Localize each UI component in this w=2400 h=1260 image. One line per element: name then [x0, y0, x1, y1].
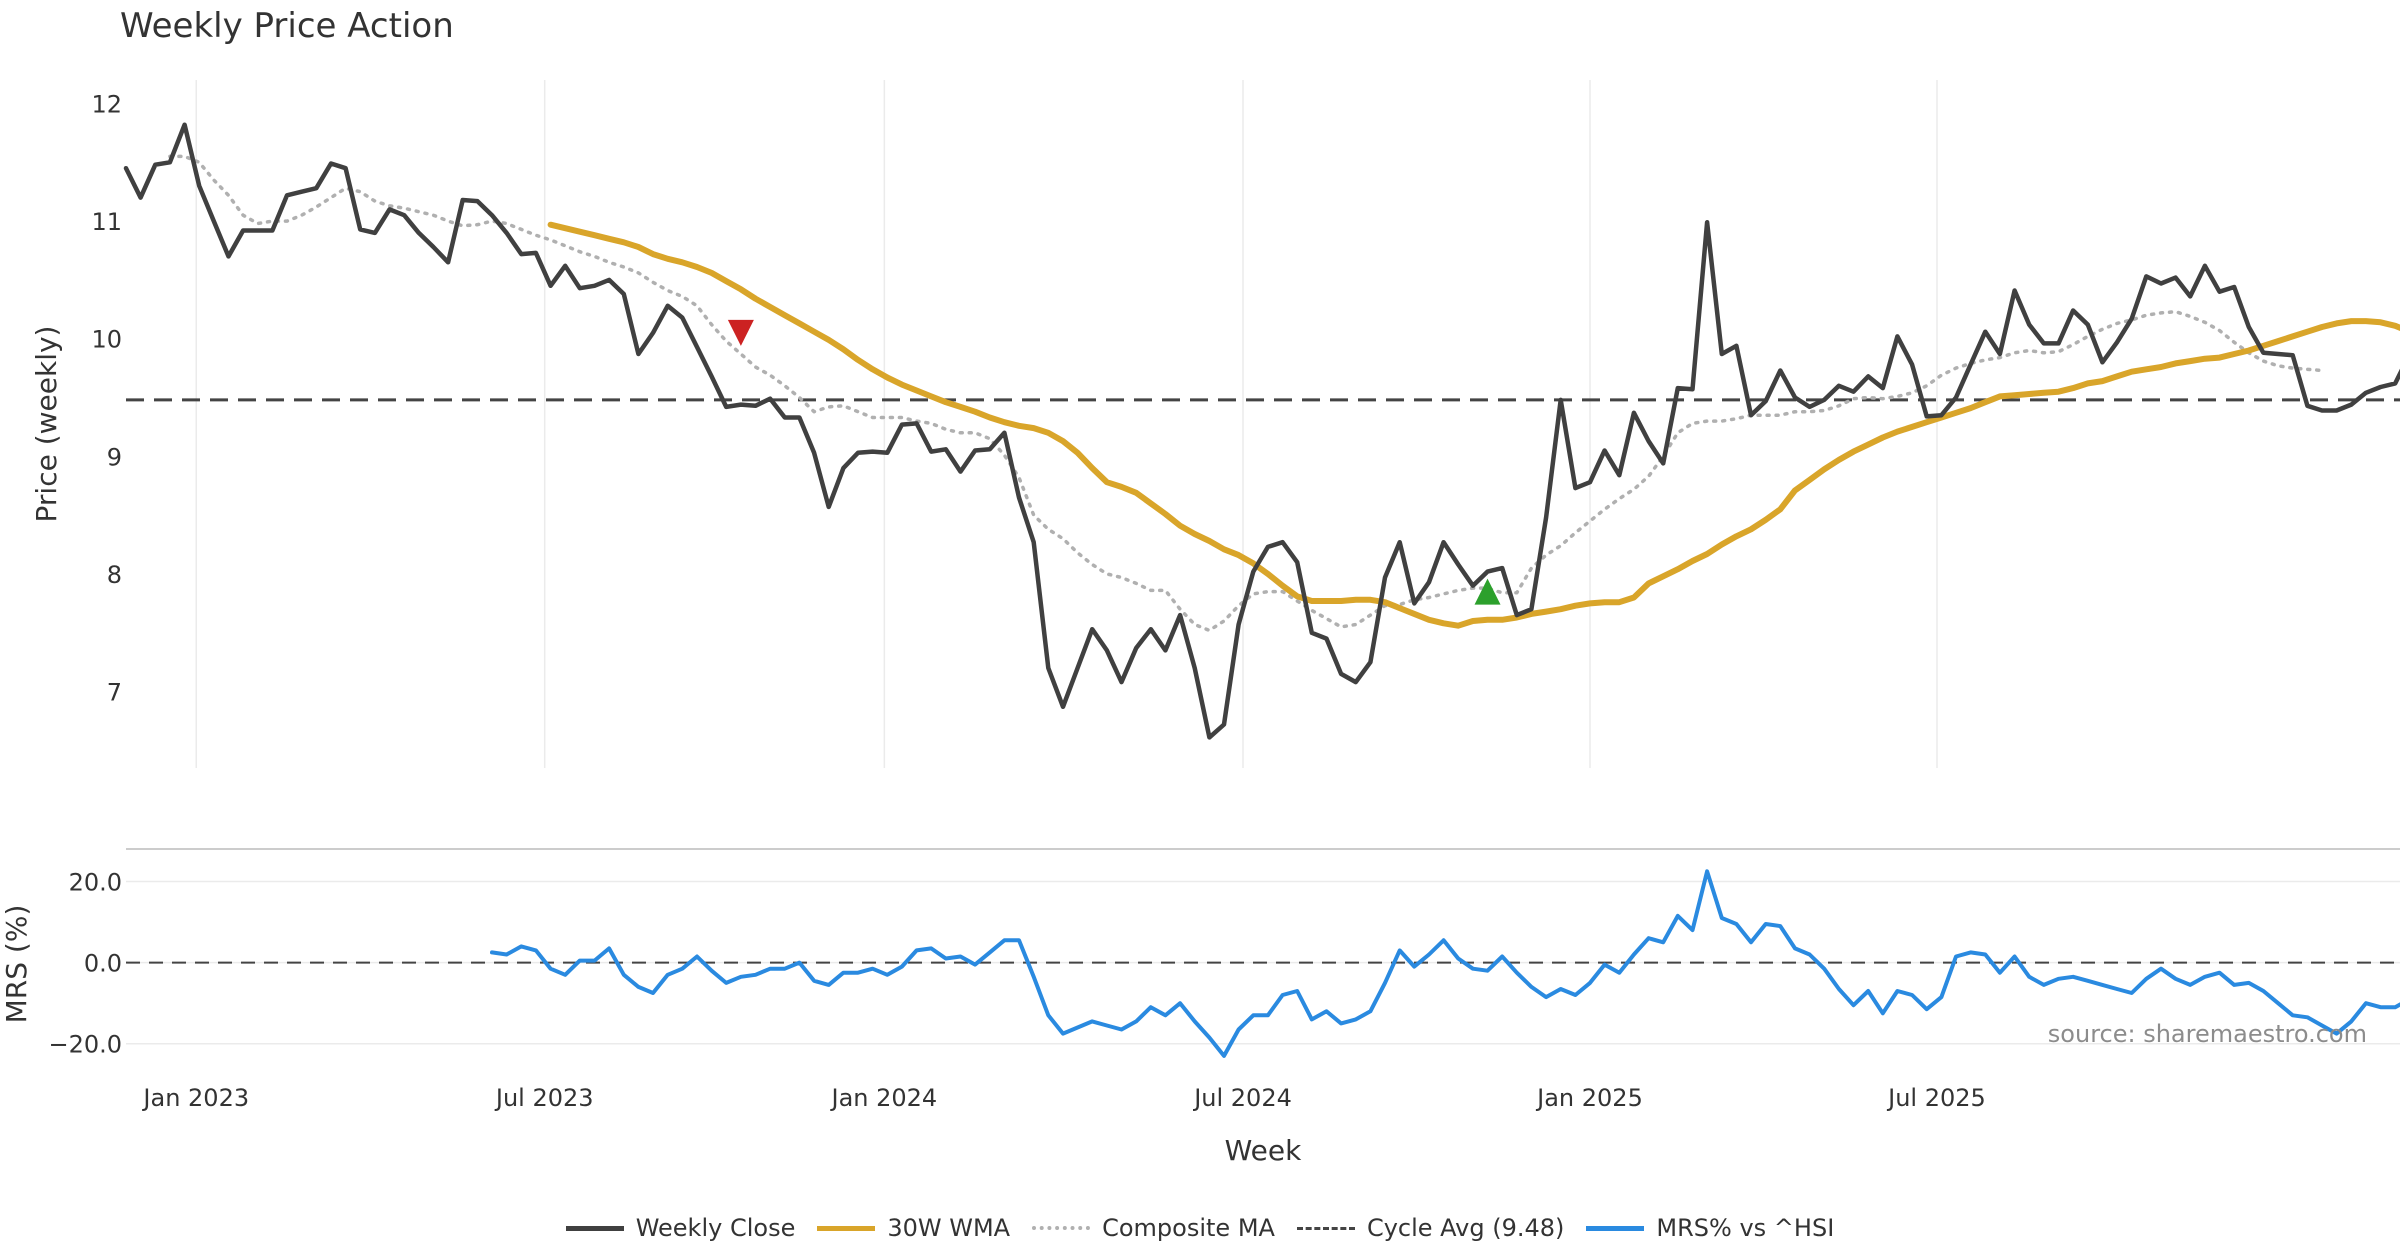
chart-title: Weekly Price Action	[120, 6, 454, 46]
legend-swatch	[1296, 1226, 1355, 1230]
legend-swatch	[565, 1225, 624, 1231]
price-y-tick-label: 8	[107, 561, 122, 589]
mrs-line	[490, 869, 2400, 1058]
legend-label: 30W WMA	[887, 1214, 1011, 1242]
legend-label: Cycle Avg (9.48)	[1366, 1214, 1565, 1242]
legend-swatch	[1032, 1226, 1091, 1230]
legend-label: Weekly Close	[635, 1214, 796, 1242]
legend-swatch	[817, 1225, 876, 1231]
price-y-tick-label: 10	[91, 326, 122, 354]
price-y-tick-label: 12	[91, 91, 122, 119]
weekly-close-line	[123, 122, 2400, 740]
legend-item-weekly-close: Weekly Close	[565, 1214, 796, 1242]
source-credit: source: sharemaestro.com	[2047, 1020, 2367, 1048]
buy-signal-marker	[1474, 578, 1501, 605]
x-tick-label: Jan 2023	[141, 1084, 249, 1112]
legend-item-cycle-avg: Cycle Avg (9.48)	[1296, 1214, 1565, 1242]
mrs-y-tick-label: −20.0	[48, 1031, 122, 1059]
mrs-y-tick-label: 20.0	[69, 868, 122, 896]
x-tick-label: Jan 2024	[830, 1084, 938, 1112]
legend-label: MRS% vs ^HSI	[1656, 1214, 1835, 1242]
wma-30w-line	[547, 221, 2400, 629]
price-y-tick-label: 11	[91, 208, 122, 236]
mrs-y-axis-label: MRS (%)	[0, 905, 33, 1024]
x-tick-label: Jul 2025	[1886, 1084, 1986, 1112]
x-axis-label: Week	[1225, 1134, 1302, 1167]
price-y-axis-label: Price (weekly)	[30, 326, 63, 523]
legend-label: Composite MA	[1102, 1214, 1275, 1242]
composite-ma-line	[168, 154, 2324, 633]
chart-legend: Weekly Close 30W WMA Composite MA Cycle …	[0, 1214, 2400, 1242]
price-y-tick-label: 7	[107, 679, 122, 707]
price-y-tick-label: 9	[107, 443, 122, 471]
x-tick-label: Jul 2023	[494, 1084, 594, 1112]
legend-item-mrs: MRS% vs ^HSI	[1586, 1214, 1834, 1242]
x-tick-label: Jul 2024	[1192, 1084, 1292, 1112]
legend-swatch	[1586, 1225, 1645, 1231]
sell-signal-marker	[727, 319, 754, 346]
legend-item-composite-ma: Composite MA	[1032, 1214, 1275, 1242]
x-tick-label: Jan 2025	[1535, 1084, 1643, 1112]
legend-item-30w-wma: 30W WMA	[817, 1214, 1010, 1242]
mrs-y-tick-label: 0.0	[84, 950, 122, 978]
